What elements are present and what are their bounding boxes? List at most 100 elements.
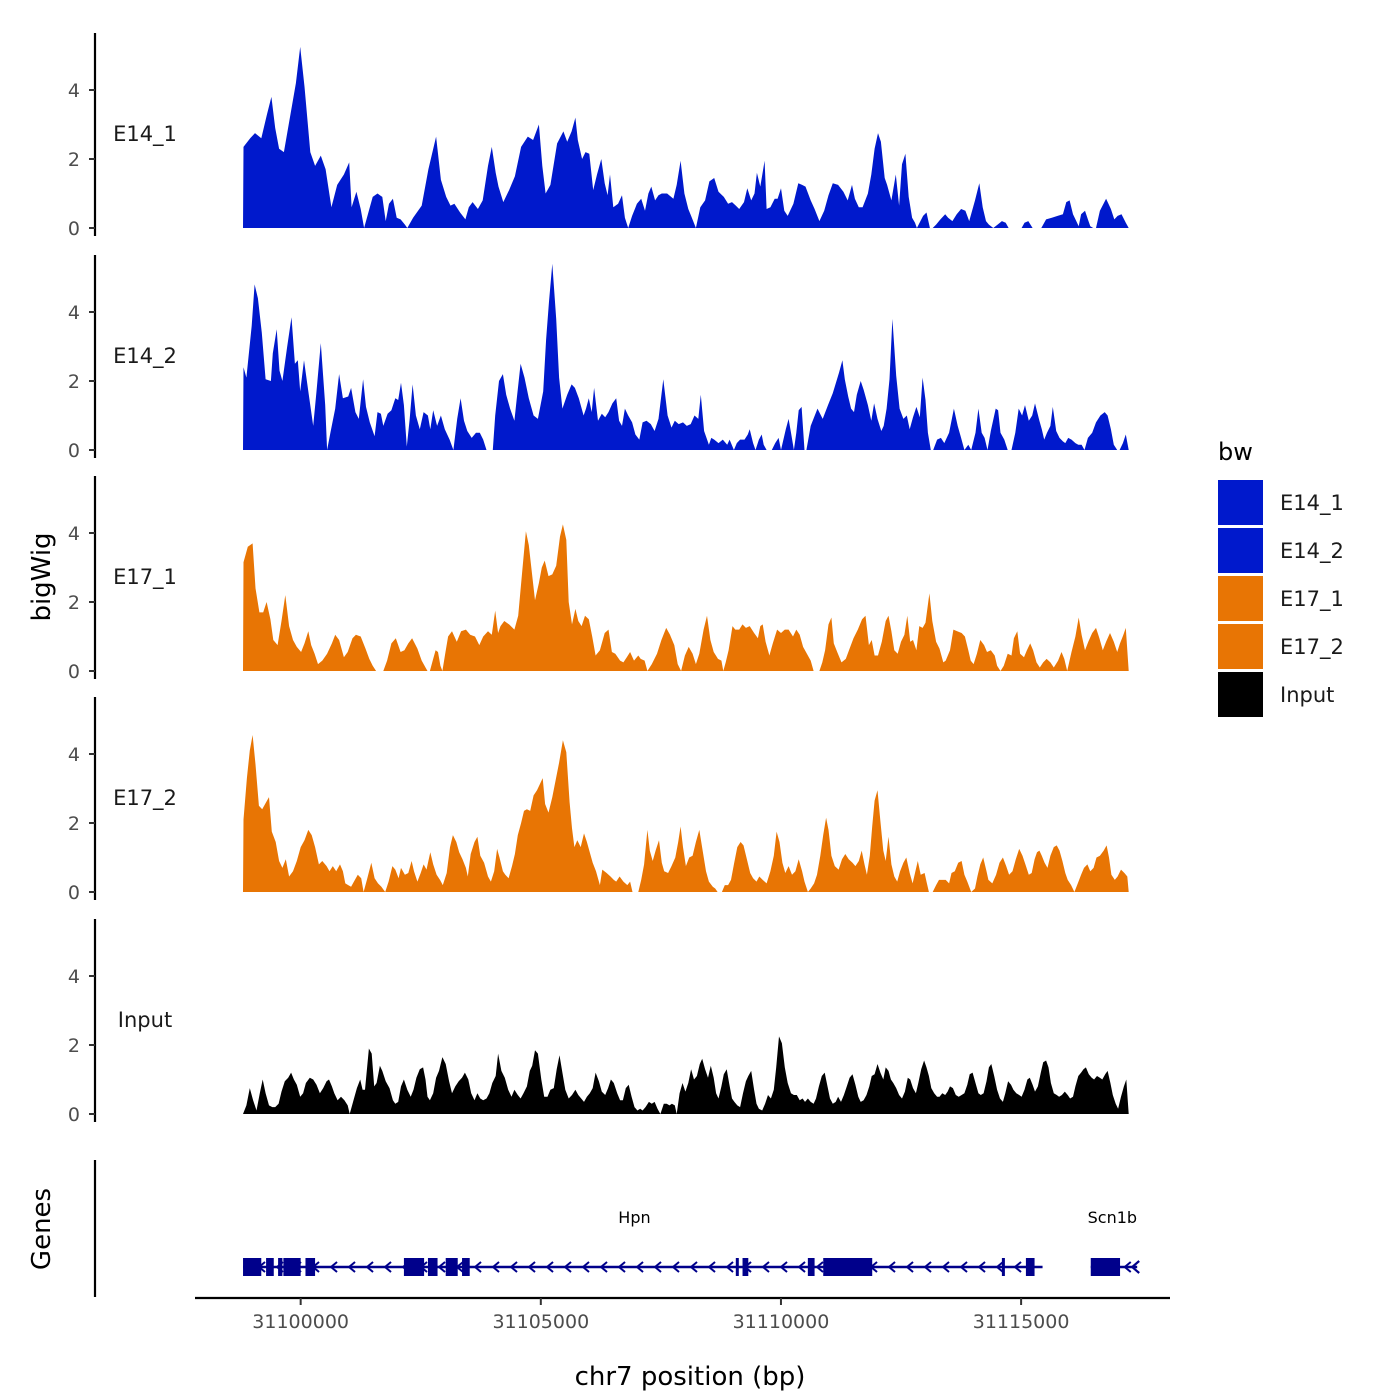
x-axis-title: chr7 position (bp) (575, 1362, 806, 1392)
area-E17_2 (243, 735, 1129, 892)
strand-arrow (437, 1261, 446, 1273)
gene-label-Hpn: Hpn (618, 1208, 650, 1227)
track-label-Input: Input (118, 1008, 172, 1032)
track-label-E17_2: E17_2 (113, 786, 177, 811)
legend-swatch (1218, 528, 1263, 573)
exon (305, 1258, 316, 1276)
strand-arrow (653, 1261, 662, 1273)
exon (266, 1258, 274, 1276)
y-tick-label: 0 (68, 882, 80, 904)
legend-title: bw (1218, 438, 1253, 466)
legend-label: Input (1280, 683, 1334, 707)
y-tick-label: 0 (68, 440, 80, 462)
area-Input (243, 1036, 1129, 1114)
legend-item-Input: Input (1218, 672, 1334, 717)
strand-arrow (995, 1261, 1004, 1273)
y-tick-label: 2 (68, 592, 80, 614)
area-E14_1 (243, 46, 1129, 229)
legend-label: E14_2 (1280, 539, 1344, 564)
track-E17_1: 0 2 4 E17_1 (68, 476, 1129, 683)
strand-arrow (365, 1261, 374, 1273)
strand-arrow (527, 1261, 536, 1273)
strand-arrow (671, 1261, 680, 1273)
y-tick-label: 4 (68, 302, 80, 324)
strand-arrow (635, 1261, 644, 1273)
strand-arrow (617, 1261, 626, 1273)
legend-item-E14_1: E14_1 (1218, 480, 1344, 525)
y-tick-label: 2 (68, 149, 80, 171)
track-E14_2: 0 2 4 E14_2 (68, 255, 1129, 462)
exon (462, 1258, 470, 1276)
exon (243, 1258, 262, 1276)
strand-arrow (707, 1261, 716, 1273)
gene-Scn1b: Scn1b (1088, 1208, 1140, 1276)
strand-arrow (689, 1261, 698, 1273)
exon (807, 1258, 815, 1276)
genes-layer: Hpn Scn1b (93, 1160, 1140, 1297)
strand-arrow (581, 1261, 590, 1273)
y-tick-label: 4 (68, 523, 80, 545)
track-label-E17_1: E17_1 (113, 565, 177, 590)
y-tick-label: 4 (68, 744, 80, 766)
strand-arrow (941, 1261, 950, 1273)
strand-arrow (977, 1261, 986, 1273)
strand-arrow (545, 1261, 554, 1273)
legend-swatch (1218, 576, 1263, 621)
legend-item-E17_1: E17_1 (1218, 576, 1344, 621)
strand-arrow (905, 1261, 914, 1273)
exon (735, 1258, 739, 1276)
legend-label: E17_1 (1280, 587, 1344, 612)
strand-arrow (1013, 1261, 1022, 1273)
y-axis-title: bigWig (27, 532, 57, 621)
track-E14_1: 0 2 4 E14_1 (68, 33, 1129, 240)
y-tick-label: 2 (68, 371, 80, 393)
strand-arrow (959, 1261, 968, 1273)
y-tick-label: 4 (68, 966, 80, 988)
x-tick-label: 31115000 (973, 1311, 1070, 1333)
gene-Hpn: Hpn (243, 1208, 1043, 1276)
x-tick-label: 31105000 (492, 1311, 589, 1333)
y-tick-label: 2 (68, 1035, 80, 1057)
exon (283, 1258, 301, 1276)
y-tick-label: 0 (68, 661, 80, 683)
area-E17_1 (243, 524, 1129, 671)
exon (742, 1258, 749, 1276)
y-tick-label: 0 (68, 1104, 80, 1126)
strand-arrow (563, 1261, 572, 1273)
legend-label: E17_2 (1280, 635, 1344, 660)
track-Input: 0 2 4 Input (68, 919, 1129, 1126)
x-tick-label: 31100000 (252, 1311, 349, 1333)
tracks-layer: 0 2 4 E14_1 0 2 4 E14_2 0 2 4 E17_1 0 2 4 E17_2 0 2 4 Input (68, 33, 1129, 1126)
strand-arrow (1123, 1261, 1132, 1273)
legend-label: E14_1 (1280, 491, 1344, 516)
exon (823, 1258, 873, 1276)
x-tick-label: 31110000 (733, 1311, 830, 1333)
strand-arrow (725, 1261, 734, 1273)
legend: bw E14_1 E14_2 E17_1 E17_2 Input (1218, 438, 1344, 717)
area-E14_2 (243, 263, 1129, 450)
strand-arrow (383, 1261, 392, 1273)
track-E17_2: 0 2 4 E17_2 (68, 697, 1129, 904)
exon (427, 1258, 438, 1276)
genes-axis-title: Genes (27, 1188, 57, 1270)
exon (1001, 1258, 1005, 1276)
track-label-E14_1: E14_1 (113, 122, 177, 147)
y-tick-label: 4 (68, 80, 80, 102)
legend-swatch (1218, 672, 1263, 717)
y-tick-label: 2 (68, 813, 80, 835)
strand-arrow (473, 1261, 482, 1273)
strand-arrow (491, 1261, 500, 1273)
gene-label-Scn1b: Scn1b (1088, 1208, 1137, 1227)
strand-arrow (923, 1261, 932, 1273)
legend-swatch (1218, 624, 1263, 669)
strand-arrow (329, 1261, 338, 1273)
strand-arrow (779, 1261, 788, 1273)
exon (403, 1258, 425, 1276)
strand-arrow (887, 1261, 896, 1273)
strand-arrow (761, 1261, 770, 1273)
exon (445, 1258, 458, 1276)
track-label-E14_2: E14_2 (113, 344, 177, 369)
exon (278, 1258, 283, 1276)
y-tick-label: 0 (68, 218, 80, 240)
